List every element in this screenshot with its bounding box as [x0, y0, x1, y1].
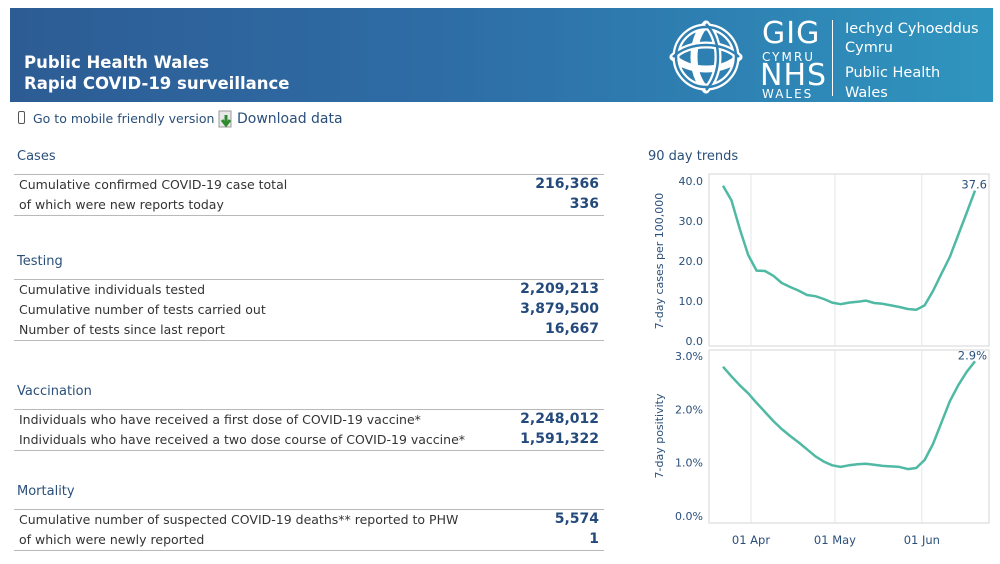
y-tick-label: 40.0 — [679, 175, 704, 188]
org-name-welsh-1: Iechyd Cyhoeddus — [845, 21, 979, 37]
cases-section-title: Cases — [17, 149, 56, 164]
row-value: 5,574 — [554, 511, 599, 527]
trend-charts: 40.0 30.0 20.0 10.0 0.0 7-day cases per 100,0… — [653, 173, 990, 547]
row-label: Cumulative number of tests carried out — [19, 302, 266, 317]
org-name-english-1: Public Health — [845, 65, 941, 81]
row-value: 2,248,012 — [520, 411, 599, 427]
row-label: Cumulative number of suspected COVID-19 … — [19, 512, 459, 527]
y-tick-label: 30.0 — [679, 215, 704, 228]
y-tick-label: 0.0% — [675, 510, 703, 523]
y-tick-label: 10.0 — [679, 295, 704, 308]
download-data-link[interactable]: Download data — [237, 111, 343, 127]
row-label: Number of tests since last report — [19, 322, 225, 337]
trend-line — [722, 360, 976, 471]
row-label: Cumulative individuals tested — [19, 282, 206, 297]
row-value: 336 — [569, 196, 599, 212]
y-axis-label: 7-day positivity — [653, 393, 666, 478]
logo-nhs-text: NHS — [760, 58, 828, 93]
testing-table: Cumulative individuals tested 2,209,213 … — [14, 279, 604, 341]
x-tick-label: 01 Jun — [904, 533, 940, 547]
y-tick-label: 20.0 — [679, 255, 704, 268]
mobile-phone-icon[interactable] — [18, 111, 25, 124]
row-value: 2,209,213 — [520, 281, 599, 297]
table-row: of which were newly reported 1 — [14, 530, 604, 550]
logo-divider — [832, 20, 833, 96]
trend-line — [721, 185, 977, 312]
mobile-version-link[interactable]: Go to mobile friendly version — [33, 111, 215, 126]
logo-cymru-text: CYMRU — [762, 50, 815, 64]
page-subtitle: Rapid COVID-19 surveillance — [24, 74, 290, 93]
y-axis-label: 7-day cases per 100,000 — [653, 193, 666, 329]
org-name-english-2: Wales — [845, 85, 888, 101]
table-row: Individuals who have received a first do… — [14, 410, 604, 430]
logo-gig-text: GIG — [762, 16, 821, 51]
table-row: Number of tests since last report 16,667 — [14, 320, 604, 340]
row-label: of which were newly reported — [19, 532, 205, 547]
table-row: Cumulative confirmed COVID-19 case total… — [14, 175, 604, 195]
row-value: 216,366 — [535, 176, 599, 192]
row-label: Individuals who have received a two dose… — [19, 432, 466, 447]
cases-table: Cumulative confirmed COVID-19 case total… — [14, 174, 604, 216]
phw-knot-logo-icon — [669, 20, 743, 94]
org-name-welsh-2: Cymru — [845, 40, 893, 56]
table-row: Cumulative number of tests carried out 3… — [14, 300, 604, 320]
end-value-label: 37.6 — [961, 178, 987, 192]
table-row: Cumulative individuals tested 2,209,213 — [14, 280, 604, 300]
row-label: Cumulative confirmed COVID-19 case total — [19, 177, 288, 192]
mortality-table: Cumulative number of suspected COVID-19 … — [14, 509, 604, 551]
trends-title: 90 day trends — [648, 149, 739, 164]
chart-panel-frame — [708, 173, 990, 347]
row-value: 3,879,500 — [520, 301, 599, 317]
y-tick-label: 3.0% — [675, 350, 703, 363]
y-tick-label: 0.0 — [686, 335, 704, 348]
y-tick-label: 2.0% — [675, 403, 703, 416]
row-value: 16,667 — [544, 321, 599, 337]
table-row: Cumulative number of suspected COVID-19 … — [14, 510, 604, 530]
logo-wales-text: WALES — [762, 87, 814, 101]
header-banner: Public Health Wales Rapid COVID-19 surve… — [10, 8, 993, 102]
row-label: Individuals who have received a first do… — [19, 412, 421, 427]
row-label: of which were new reports today — [19, 197, 224, 212]
y-tick-label: 1.0% — [675, 457, 703, 470]
table-row: of which were new reports today 336 — [14, 195, 604, 215]
x-tick-label: 01 Apr — [732, 533, 770, 547]
end-value-label: 2.9% — [958, 348, 987, 362]
mortality-section-title: Mortality — [17, 484, 75, 499]
table-row: Individuals who have received a two dose… — [14, 430, 604, 450]
download-icon[interactable] — [218, 110, 234, 128]
chart-panel-frame — [708, 349, 990, 524]
page-title: Public Health Wales — [24, 53, 210, 72]
row-value: 1,591,322 — [520, 431, 599, 447]
testing-section-title: Testing — [17, 254, 63, 269]
vaccination-table: Individuals who have received a first do… — [14, 409, 604, 451]
row-value: 1 — [589, 531, 599, 547]
vaccination-section-title: Vaccination — [17, 384, 92, 399]
x-tick-label: 01 May — [814, 533, 856, 547]
